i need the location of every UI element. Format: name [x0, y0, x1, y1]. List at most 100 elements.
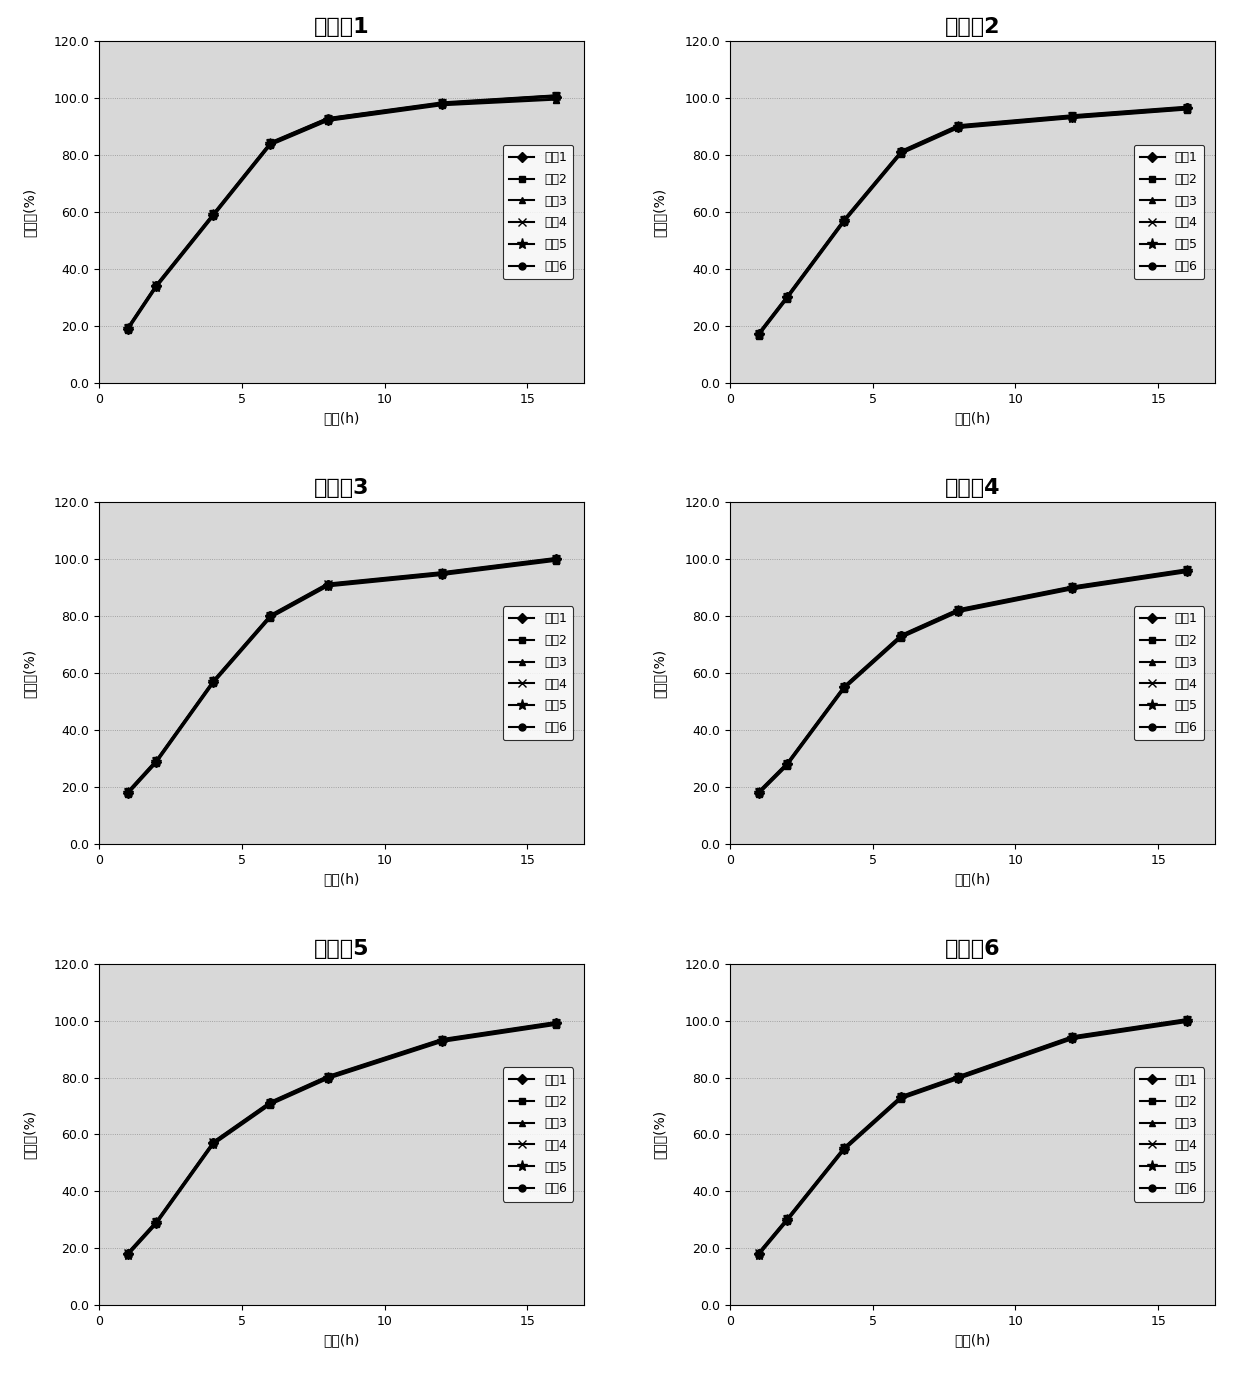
- 样哆1: [320, 111, 335, 128]
- Y-axis label: 释放度(%): 释放度(%): [653, 1110, 667, 1160]
- Y-axis label: 释放度(%): 释放度(%): [653, 187, 667, 236]
- 样哆3: [751, 327, 766, 344]
- 样哆4: [320, 576, 335, 592]
- Line: 样哆2: 样哆2: [755, 566, 1190, 796]
- 样哆1: [263, 609, 278, 625]
- 样哆4: [1065, 107, 1080, 124]
- 样哆6: [751, 1245, 766, 1261]
- 样哆5: [837, 213, 852, 229]
- 样哆6: [894, 1088, 909, 1105]
- 样哆1: [894, 144, 909, 161]
- 样哆6: [263, 135, 278, 151]
- 样哆1: [1065, 109, 1080, 125]
- 样哆3: [894, 1091, 909, 1107]
- 样哆6: [1065, 578, 1080, 595]
- 样哆2: [951, 600, 966, 617]
- 样哆4: [894, 628, 909, 644]
- 样哆4: [548, 551, 563, 567]
- 样哆6: [548, 550, 563, 566]
- 样哆4: [149, 1213, 164, 1230]
- 样哆6: [548, 88, 563, 104]
- 样哆3: [149, 1216, 164, 1232]
- 样哆5: [263, 136, 278, 153]
- Line: 样哆6: 样哆6: [124, 1020, 559, 1257]
- 样哆2: [751, 783, 766, 800]
- 样哆6: [1179, 562, 1194, 578]
- Title: 实施例6: 实施例6: [945, 940, 1001, 959]
- 样哆1: [548, 1015, 563, 1032]
- 样哆6: [837, 1139, 852, 1156]
- 样哆4: [751, 785, 766, 801]
- Line: 样哆2: 样哆2: [755, 103, 1190, 337]
- 样哆5: [751, 785, 766, 801]
- 样哆4: [780, 1210, 795, 1227]
- 样哆1: [751, 1246, 766, 1263]
- 样哆4: [120, 320, 135, 337]
- Line: 样哆2: 样哆2: [124, 1018, 559, 1256]
- 样哆4: [837, 1140, 852, 1157]
- 样哆4: [837, 212, 852, 228]
- 样哆6: [951, 602, 966, 618]
- X-axis label: 时间(h): 时间(h): [324, 1334, 360, 1348]
- 样哆4: [894, 143, 909, 159]
- Legend: 样哆1, 样哆2, 样哆3, 样哆4, 样哆5, 样哆6: 样哆1, 样哆2, 样哆3, 样哆4, 样哆5, 样哆6: [502, 606, 573, 741]
- 样哆5: [837, 1140, 852, 1157]
- 样哆1: [206, 206, 221, 223]
- 样哆2: [263, 1094, 278, 1110]
- 样哆4: [751, 326, 766, 342]
- 样哆6: [780, 1210, 795, 1227]
- 样哆1: [548, 551, 563, 567]
- 样哆5: [548, 552, 563, 569]
- 样哆5: [1065, 110, 1080, 126]
- 样哆1: [751, 785, 766, 801]
- Line: 样哆2: 样哆2: [124, 92, 559, 331]
- 样哆1: [206, 1135, 221, 1151]
- 样哆2: [263, 607, 278, 624]
- 样哆5: [263, 609, 278, 625]
- 样哆4: [1065, 1029, 1080, 1046]
- 样哆1: [780, 289, 795, 305]
- 样哆3: [951, 603, 966, 620]
- 样哆6: [780, 289, 795, 305]
- 样哆6: [894, 627, 909, 643]
- 样哆3: [780, 291, 795, 308]
- 样哆3: [951, 1070, 966, 1087]
- 样哆6: [894, 143, 909, 159]
- 样哆5: [320, 577, 335, 594]
- Line: 样哆4: 样哆4: [124, 92, 560, 333]
- 样哆2: [149, 276, 164, 293]
- 样哆2: [837, 212, 852, 228]
- 样哆6: [120, 783, 135, 800]
- 样哆5: [837, 680, 852, 697]
- 样哆1: [780, 756, 795, 772]
- 样哆5: [149, 279, 164, 295]
- 样哆1: [837, 213, 852, 229]
- Line: 样哆4: 样哆4: [124, 1018, 560, 1257]
- 样哆6: [751, 783, 766, 800]
- 样哆1: [434, 96, 449, 113]
- 样哆4: [548, 88, 563, 104]
- Line: 样哆1: 样哆1: [755, 1017, 1190, 1257]
- Line: 样哆4: 样哆4: [754, 103, 1190, 338]
- 样哆1: [837, 1140, 852, 1157]
- 样哆3: [1065, 1030, 1080, 1047]
- 样哆6: [434, 565, 449, 581]
- 样哆1: [1179, 100, 1194, 117]
- 样哆2: [894, 1088, 909, 1105]
- 样哆3: [837, 680, 852, 697]
- 样哆4: [1179, 562, 1194, 578]
- Line: 样哆5: 样哆5: [123, 93, 562, 335]
- 样哆3: [1179, 102, 1194, 118]
- 样哆4: [751, 1245, 766, 1261]
- 样哆6: [751, 326, 766, 342]
- Legend: 样哆1, 样哆2, 样哆3, 样哆4, 样哆5, 样哆6: 样哆1, 样哆2, 样哆3, 样哆4, 样哆5, 样哆6: [1133, 144, 1204, 279]
- 样哆2: [548, 1014, 563, 1030]
- 样哆6: [1179, 1011, 1194, 1028]
- 样哆1: [951, 1069, 966, 1085]
- 样哆3: [434, 98, 449, 114]
- 样哆5: [951, 603, 966, 620]
- 样哆2: [548, 87, 563, 103]
- 样哆4: [263, 135, 278, 151]
- 样哆5: [951, 120, 966, 136]
- 样哆3: [206, 675, 221, 691]
